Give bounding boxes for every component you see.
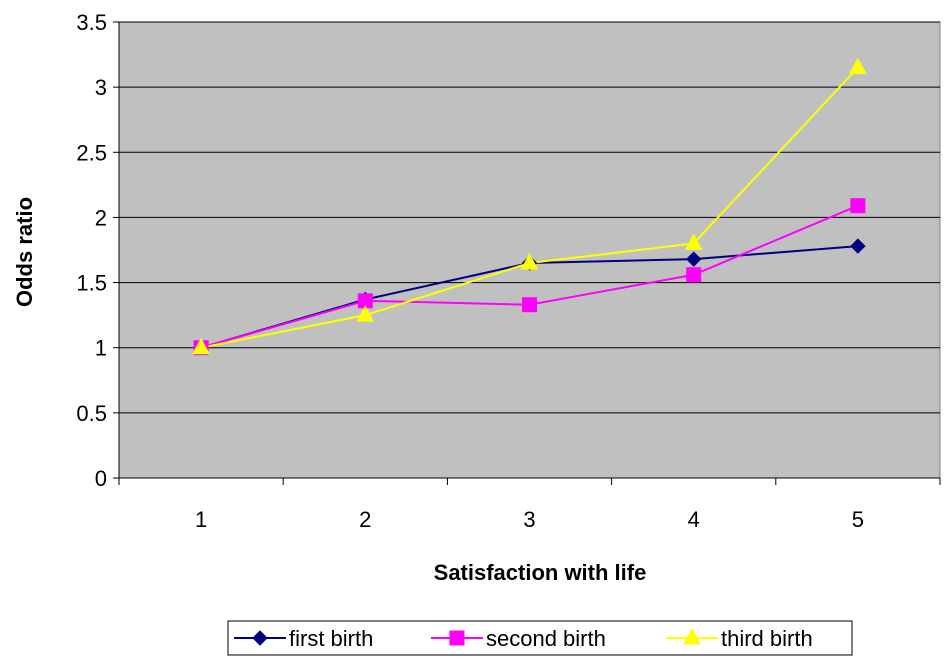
y-tick-label-7: 3.5: [76, 10, 107, 35]
data-point-2-2: [520, 252, 539, 270]
series-group: [192, 57, 867, 356]
data-point-2-1: [356, 305, 375, 322]
data-point-0-4: [850, 238, 866, 254]
data-point-0-3: [685, 251, 702, 267]
x-tick-label-0: 1: [195, 507, 207, 532]
legend-swatch-marker-2: [683, 627, 701, 645]
data-point-2-0: [192, 337, 210, 355]
x-axis-title: Satisfaction with life: [434, 560, 647, 585]
y-tick-label-1: 0.5: [76, 401, 107, 426]
y-axis-title: Odds ratio: [12, 197, 37, 307]
legend: first birth second birth third birth: [227, 620, 853, 656]
gridlines: [119, 21, 940, 414]
x-tick-label-1: 2: [359, 507, 371, 532]
data-point-2-3: [684, 233, 703, 250]
x-tick-label-4: 5: [852, 507, 864, 532]
data-point-1-3: [686, 267, 702, 283]
legend-label-2: third birth: [721, 626, 813, 651]
legend-label-1: second birth: [486, 626, 606, 651]
series-markers-1: [193, 198, 866, 356]
axes: 0 0.5 1 1.5 2 2.5 3 3.5 1 2 3 4 5: [76, 10, 941, 532]
x-tick-label-2: 3: [523, 507, 535, 532]
y-tick-label-6: 3: [95, 75, 107, 100]
y-tick-label-5: 2.5: [76, 140, 107, 165]
y-tick-label-3: 1.5: [76, 271, 107, 296]
legend-swatch-marker-0: [252, 630, 268, 646]
legend-item-1: second birth: [431, 626, 606, 651]
legend-box: [227, 620, 853, 656]
x-tick-label-3: 4: [688, 507, 700, 532]
legend-item-0: first birth: [234, 626, 373, 651]
legend-label-0: first birth: [289, 626, 373, 651]
data-point-1-4: [850, 198, 866, 214]
series-markers-2: [192, 57, 867, 355]
y-tick-label-4: 2: [95, 205, 107, 230]
y-tick-label-2: 1: [95, 336, 107, 361]
legend-item-2: third birth: [666, 626, 813, 651]
legend-swatch-marker-1: [449, 630, 465, 646]
y-tick-label-0: 0: [95, 466, 107, 491]
data-point-1-2: [522, 297, 537, 313]
data-point-2-4: [849, 57, 867, 75]
